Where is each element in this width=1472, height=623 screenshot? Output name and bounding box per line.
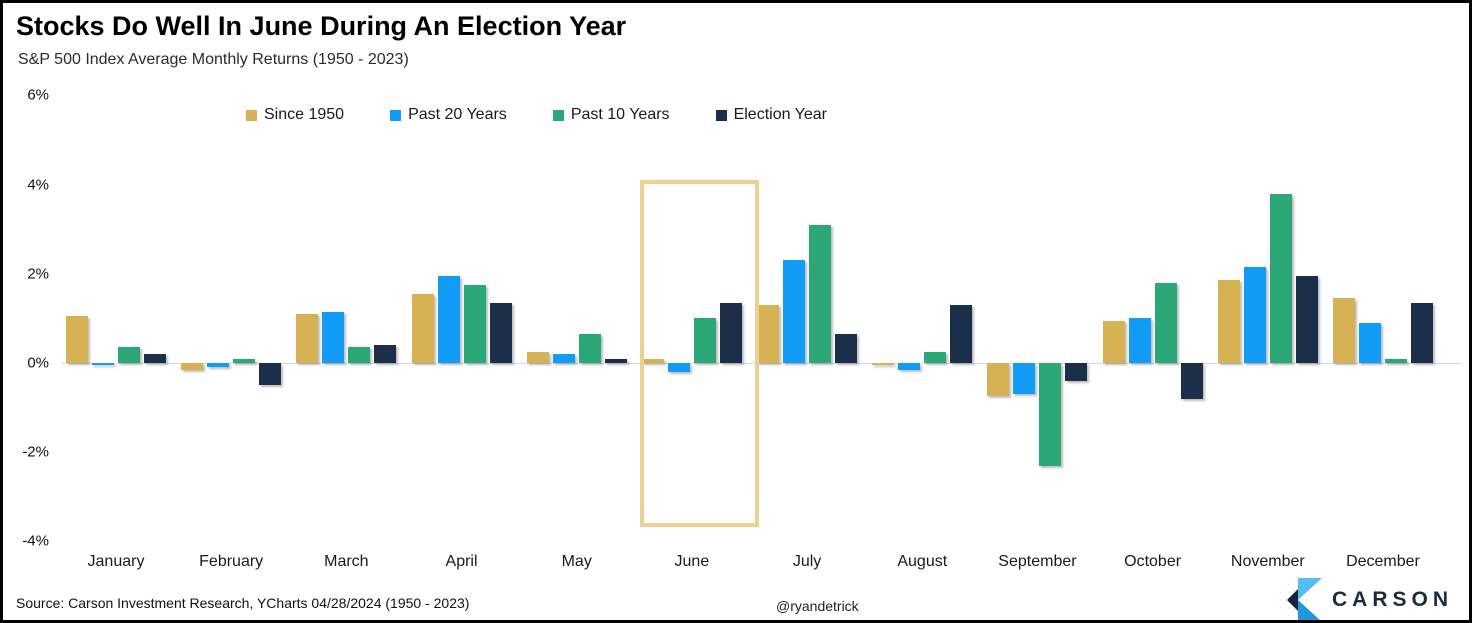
source-note: Source: Carson Investment Research, YCha… <box>16 595 470 611</box>
legend-swatch-icon <box>715 109 727 121</box>
legend-item-election-year: Election Year <box>715 106 827 124</box>
legend-item-since-1950: Since 1950 <box>246 106 344 124</box>
bar-april-since-1950 <box>411 293 434 363</box>
y-axis-tick-label: 2% <box>27 265 49 283</box>
bar-may-election-year <box>604 358 627 363</box>
bar-february-past-20-years <box>207 363 230 368</box>
bar-january-past-20-years <box>92 363 114 366</box>
x-axis-label-june: June <box>674 553 710 570</box>
bar-june-since-1950 <box>641 358 664 363</box>
bar-march-election-year <box>374 345 397 363</box>
legend: Since 1950 Past 20 Years Past 10 Years Elec… <box>246 106 827 124</box>
y-axis-tick-label: 0% <box>27 354 49 372</box>
y-axis-tick-label: -4% <box>22 532 49 550</box>
bar-august-election-year <box>950 305 973 363</box>
bar-december-since-1950 <box>1332 298 1355 363</box>
carson-logo-text: CARSON <box>1331 588 1453 611</box>
bar-august-since-1950 <box>872 363 895 366</box>
bar-march-past-10-years <box>348 347 371 363</box>
x-axis-label-july: July <box>792 553 822 570</box>
bar-july-since-1950 <box>757 305 780 363</box>
bar-july-election-year <box>835 334 858 363</box>
chart-title: Stocks Do Well In June During An Electio… <box>16 11 627 41</box>
chart-subtitle: S&P 500 Index Average Monthly Returns (1… <box>18 51 409 68</box>
bar-december-election-year <box>1410 302 1433 363</box>
bar-may-since-1950 <box>526 351 549 363</box>
bar-july-past-20-years <box>783 260 806 363</box>
x-axis-line <box>61 363 1461 364</box>
bar-february-since-1950 <box>181 363 204 370</box>
y-axis-tick-label: 6% <box>27 86 49 104</box>
bar-november-since-1950 <box>1217 280 1240 363</box>
bar-june-past-20-years <box>667 363 690 372</box>
bar-june-election-year <box>719 302 742 363</box>
bar-september-past-10-years <box>1039 363 1062 466</box>
x-axis-label-november: November <box>1230 553 1305 570</box>
bar-november-election-year <box>1295 276 1318 363</box>
legend-label: Past 20 Years <box>408 106 507 123</box>
bar-november-past-20-years <box>1243 267 1266 363</box>
x-axis-label-december: December <box>1346 553 1420 570</box>
x-axis-label-october: October <box>1124 553 1182 570</box>
y-axis-tick-label: -2% <box>22 443 49 461</box>
bar-april-election-year <box>489 302 512 363</box>
x-axis-label-january: January <box>87 553 145 570</box>
x-axis-label-april: April <box>445 553 478 570</box>
bar-august-past-20-years <box>898 363 921 370</box>
bar-december-past-20-years <box>1358 322 1381 363</box>
bar-october-past-10-years <box>1154 282 1177 363</box>
bar-august-past-10-years <box>924 351 947 363</box>
bar-february-past-10-years <box>233 358 256 363</box>
bar-april-past-20-years <box>437 276 460 363</box>
june-highlight-box <box>639 180 759 528</box>
bar-december-past-10-years <box>1384 358 1407 363</box>
x-axis-label-february: February <box>199 553 264 570</box>
bar-february-election-year <box>259 363 282 386</box>
bar-march-past-20-years <box>322 311 345 363</box>
bar-october-election-year <box>1180 363 1203 399</box>
bar-september-since-1950 <box>987 363 1010 397</box>
carson-logo-icon <box>1286 578 1322 620</box>
legend-item-past-10-years: Past 10 Years <box>552 106 670 124</box>
legend-label: Since 1950 <box>264 106 345 123</box>
bar-january-since-1950 <box>66 316 88 363</box>
bar-november-past-10-years <box>1269 193 1292 363</box>
x-axis-label-may: May <box>561 553 592 570</box>
legend-swatch-icon <box>552 109 564 121</box>
carson-logo: CARSON <box>1286 578 1453 620</box>
y-axis-tick-label: 4% <box>27 176 49 194</box>
legend-label: Past 10 Years <box>570 106 670 123</box>
legend-item-past-20-years: Past 20 Years <box>390 106 507 124</box>
bar-may-past-20-years <box>552 354 575 363</box>
twitter-handle: @ryandetrick <box>776 598 859 614</box>
bar-june-past-10-years <box>693 318 716 363</box>
x-axis-label-march: March <box>324 553 369 570</box>
bar-may-past-10-years <box>578 334 601 363</box>
x-axis-label-august: August <box>897 553 948 570</box>
bar-september-past-20-years <box>1013 363 1036 395</box>
bar-october-since-1950 <box>1102 320 1125 363</box>
bar-january-past-10-years <box>118 347 140 363</box>
bar-january-election-year <box>144 354 166 363</box>
bar-july-past-10-years <box>809 224 832 363</box>
bar-april-past-10-years <box>463 284 486 363</box>
legend-label: Election Year <box>733 106 827 123</box>
x-axis-label-september: September <box>998 553 1077 570</box>
bar-october-past-20-years <box>1128 318 1151 363</box>
bar-march-since-1950 <box>296 313 319 363</box>
legend-swatch-icon <box>390 109 402 121</box>
legend-swatch-icon <box>246 109 257 121</box>
bar-september-election-year <box>1065 363 1088 381</box>
